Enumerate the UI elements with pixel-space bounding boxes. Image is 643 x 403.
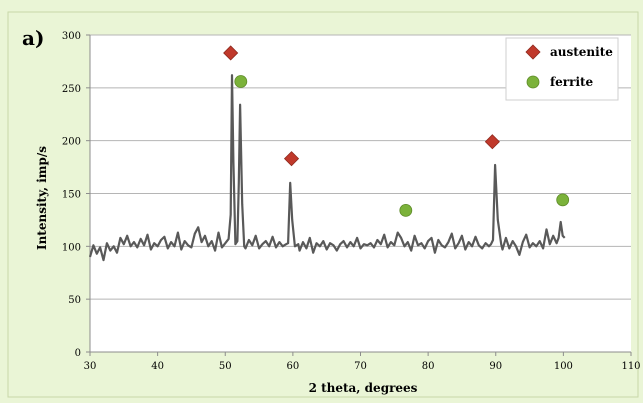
ferrite-marker <box>399 204 413 217</box>
axes <box>86 34 632 356</box>
x-tick-label: 40 <box>151 361 164 372</box>
panel-label: a) <box>22 26 44 50</box>
legend: austenite ferrite <box>505 37 619 101</box>
legend-ferrite-label: ferrite <box>550 75 594 89</box>
series-line <box>88 74 566 262</box>
x-tick-label: 110 <box>621 361 640 372</box>
y-tick-label: 100 <box>62 242 81 253</box>
x-tick-label: 30 <box>84 361 97 372</box>
series-lines <box>88 74 566 262</box>
chart-frame <box>7 11 639 398</box>
y-tick-label: 250 <box>62 84 81 95</box>
x-tick-label: 70 <box>354 361 367 372</box>
y-tick-label: 300 <box>62 31 81 42</box>
austenite-marker <box>223 45 239 61</box>
x-tick-label: 80 <box>422 361 435 372</box>
y-tick-label: 200 <box>62 137 81 148</box>
phase-markers <box>223 45 570 217</box>
ferrite-marker <box>234 75 248 88</box>
x-axis-label: 2 theta, degrees <box>309 381 418 395</box>
y-tick-label: 150 <box>62 190 81 201</box>
legend-austenite-label: austenite <box>550 45 613 59</box>
y-tick-label: 50 <box>68 295 81 306</box>
legend-box <box>505 37 619 101</box>
austenite-marker <box>484 134 500 150</box>
x-tick-label: 90 <box>489 361 502 372</box>
x-tick-label: 100 <box>554 361 573 372</box>
x-tick-label: 50 <box>219 361 232 372</box>
legend-ferrite-symbol <box>526 75 540 89</box>
legend-austenite-symbol <box>525 44 541 60</box>
austenite-marker <box>283 151 300 167</box>
x-tick-label: 60 <box>287 361 300 372</box>
y-axis-label: Intensity, imp/s <box>35 146 49 250</box>
ferrite-marker <box>556 193 570 207</box>
y-tick-labels: 0 50 100 150 200 250 300 <box>62 31 81 359</box>
y-tick-label: 0 <box>75 348 81 359</box>
x-tick-labels: 30 40 50 60 70 80 90 100 110 <box>84 361 641 372</box>
